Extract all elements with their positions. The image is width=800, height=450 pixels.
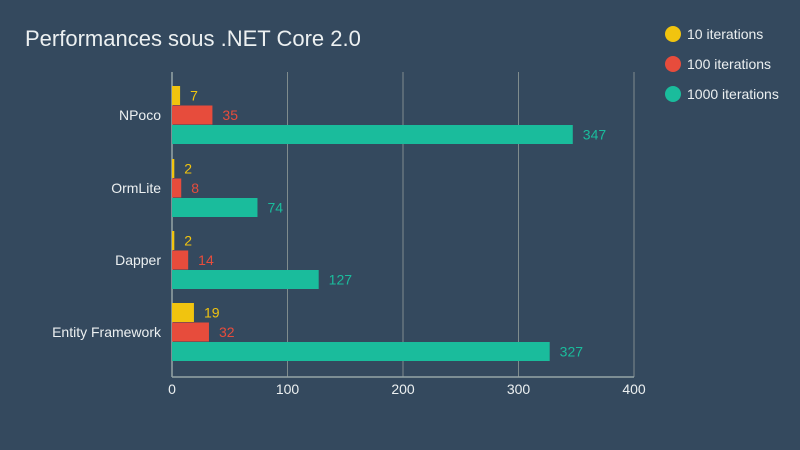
bar [172,125,573,144]
category-label: OrmLite [111,180,161,196]
chart-legend: 10 iterations 100 iterations 1000 iteratio… [665,25,779,103]
legend-item: 10 iterations [665,25,779,43]
x-tick-label: 400 [622,381,646,397]
bar [172,303,194,322]
legend-swatch [665,26,681,42]
category-label: Dapper [115,252,161,268]
bar-value-label: 7 [190,88,198,104]
legend-item: 1000 iterations [665,85,779,103]
bar-value-label: 2 [184,161,192,177]
bar-value-label: 8 [191,180,199,196]
legend-label: 1000 iterations [687,86,779,102]
legend-label: 10 iterations [687,26,764,42]
bar [172,105,213,125]
bar [172,270,319,289]
bar-value-label: 19 [204,305,220,321]
bar-value-label: 327 [560,344,584,360]
bar [172,342,550,361]
bar-value-label: 347 [583,127,607,143]
bar-value-label: 127 [329,272,353,288]
bar [172,250,189,270]
bar [172,86,181,105]
x-tick-label: 100 [276,381,300,397]
bar [172,159,175,178]
bar [172,231,175,250]
category-label: Entity Framework [52,324,162,340]
x-tick-label: 200 [391,381,415,397]
bar-value-label: 35 [222,107,238,123]
legend-item: 100 iterations [665,55,779,73]
legend-swatch [665,56,681,72]
chart-title: Performances sous .NET Core 2.0 [25,26,361,51]
category-label: NPoco [119,107,161,123]
bar [172,178,182,198]
bar-value-label: 74 [267,200,283,216]
bar [172,322,209,342]
legend-swatch [665,86,681,102]
bar-value-label: 32 [219,324,235,340]
bar-value-label: 2 [184,233,192,249]
x-tick-label: 300 [507,381,531,397]
bar-value-label: 14 [198,252,214,268]
x-tick-label: 0 [168,381,176,397]
legend-label: 100 iterations [687,56,772,72]
bar [172,198,258,217]
